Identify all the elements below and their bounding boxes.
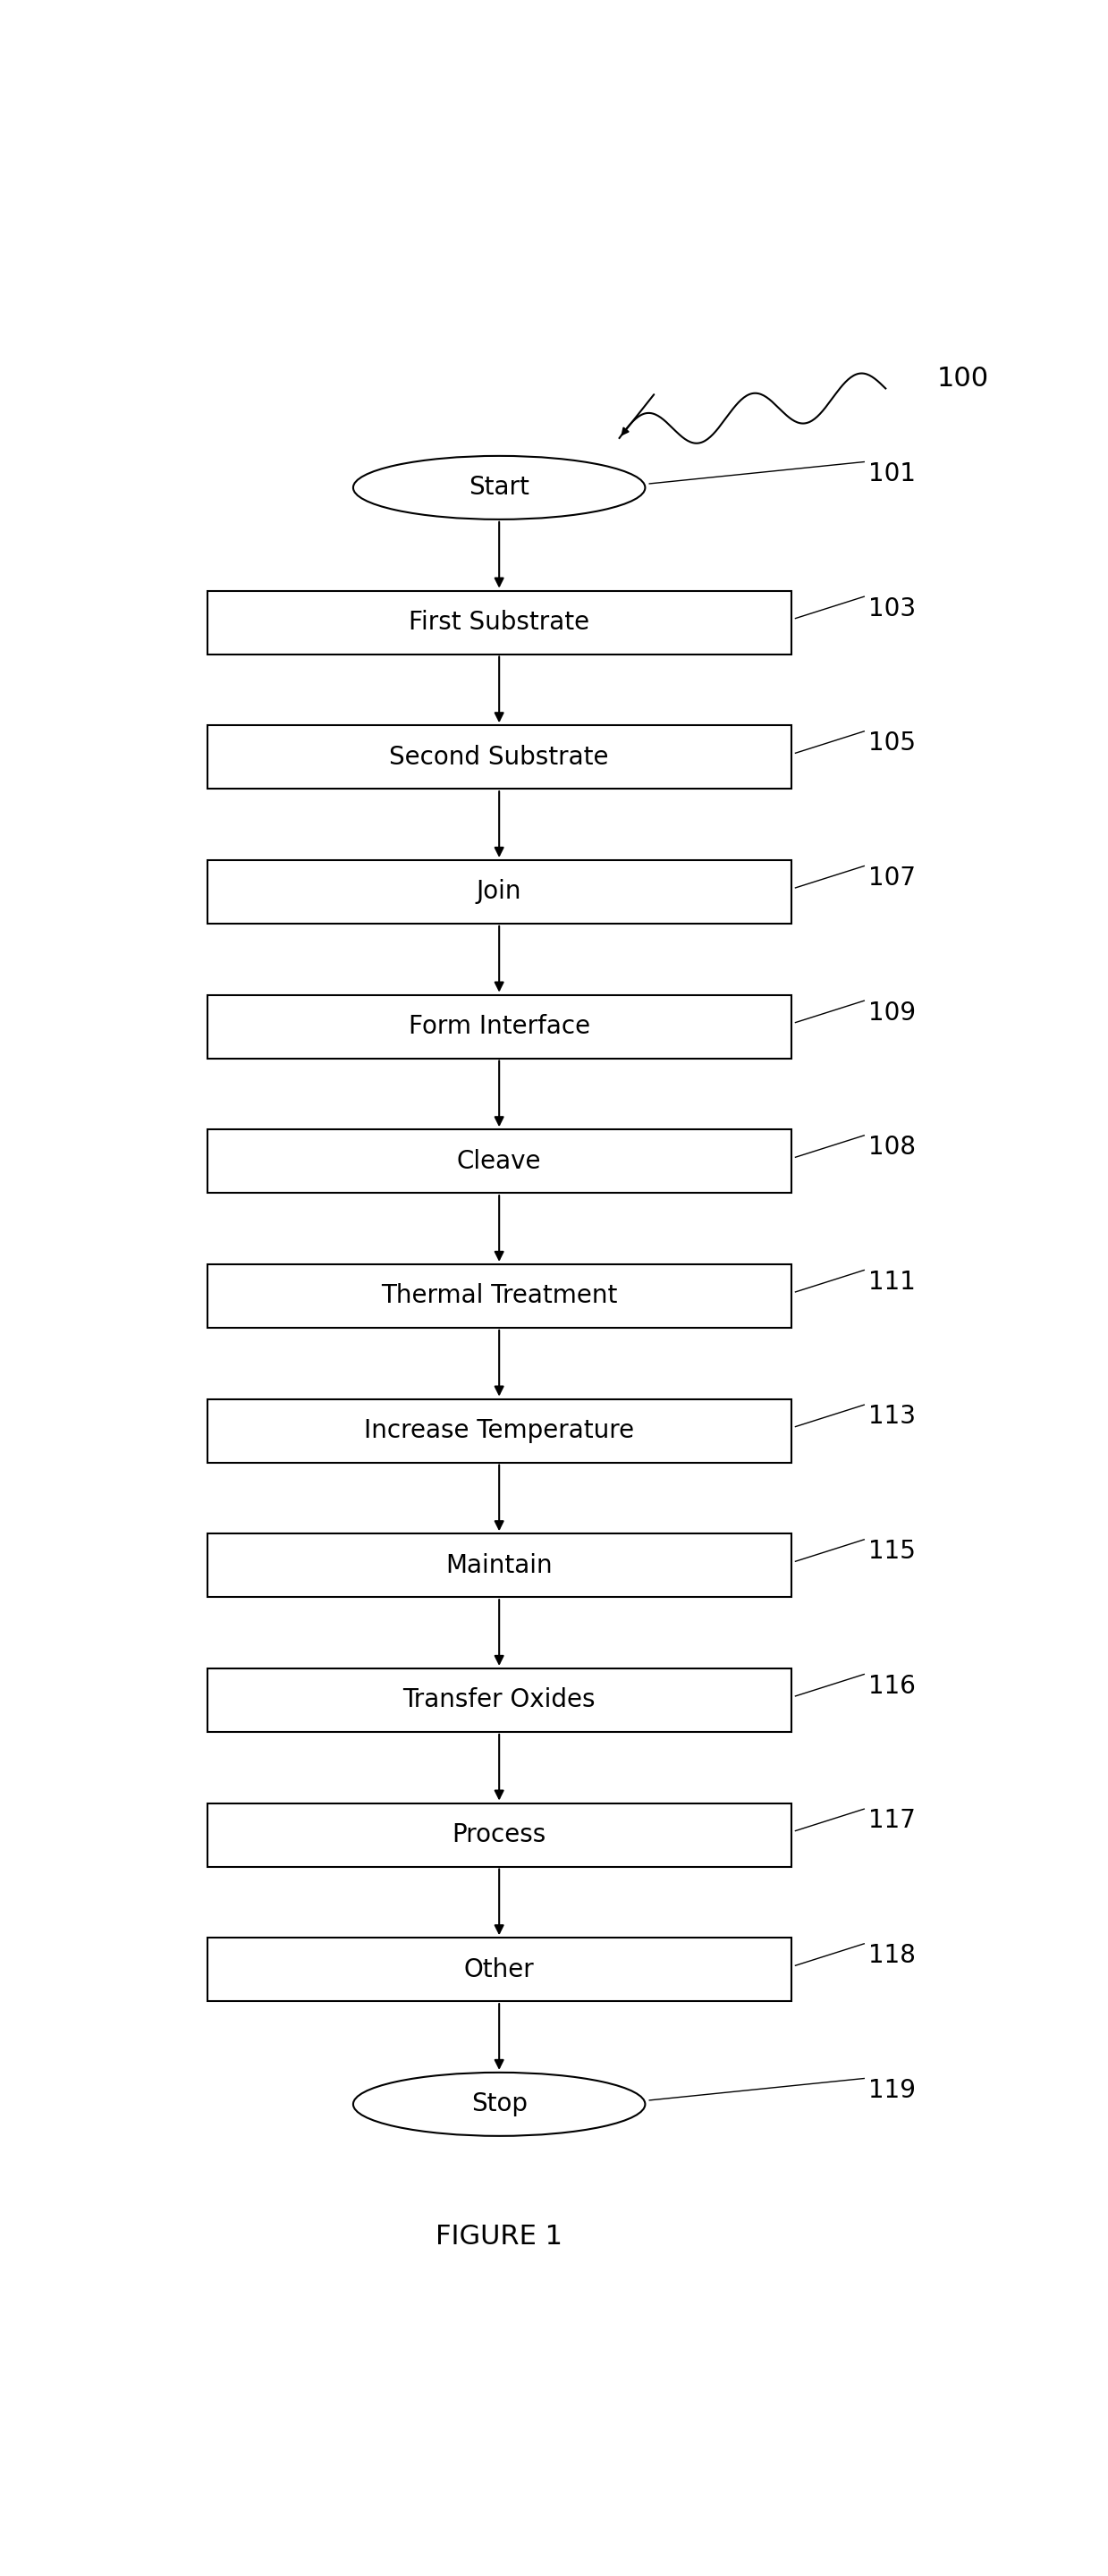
- Text: 100: 100: [937, 366, 989, 392]
- Text: Other: Other: [464, 1958, 534, 1981]
- Text: 116: 116: [869, 1674, 915, 1698]
- Text: Transfer Oxides: Transfer Oxides: [403, 1687, 595, 1713]
- Text: 101: 101: [869, 461, 916, 487]
- Text: 119: 119: [869, 2079, 916, 2102]
- FancyBboxPatch shape: [207, 1803, 791, 1868]
- FancyBboxPatch shape: [207, 1669, 791, 1731]
- Text: Start: Start: [469, 474, 530, 500]
- Text: First Substrate: First Substrate: [409, 611, 589, 634]
- FancyBboxPatch shape: [207, 1128, 791, 1193]
- Text: 115: 115: [869, 1538, 915, 1564]
- FancyBboxPatch shape: [207, 994, 791, 1059]
- Ellipse shape: [353, 2074, 645, 2136]
- Text: 117: 117: [869, 1808, 915, 1834]
- FancyBboxPatch shape: [207, 1265, 791, 1327]
- Text: Stop: Stop: [471, 2092, 527, 2117]
- FancyBboxPatch shape: [207, 860, 791, 925]
- Text: 113: 113: [869, 1404, 916, 1430]
- FancyBboxPatch shape: [207, 1399, 791, 1463]
- FancyBboxPatch shape: [207, 590, 791, 654]
- Text: 108: 108: [869, 1136, 916, 1159]
- Text: Process: Process: [452, 1821, 546, 1847]
- Text: Increase Temperature: Increase Temperature: [365, 1419, 634, 1443]
- Text: FIGURE 1: FIGURE 1: [435, 2223, 563, 2249]
- Text: 118: 118: [869, 1942, 915, 1968]
- Ellipse shape: [353, 456, 645, 520]
- Text: 109: 109: [869, 999, 916, 1025]
- FancyBboxPatch shape: [207, 1937, 791, 2002]
- Text: 111: 111: [869, 1270, 915, 1296]
- Text: Form Interface: Form Interface: [409, 1015, 589, 1038]
- Text: Maintain: Maintain: [445, 1553, 553, 1579]
- FancyBboxPatch shape: [207, 1533, 791, 1597]
- Text: Cleave: Cleave: [456, 1149, 542, 1175]
- Text: Join: Join: [476, 878, 522, 904]
- Text: Thermal Treatment: Thermal Treatment: [381, 1283, 617, 1309]
- Text: 107: 107: [869, 866, 916, 891]
- Text: Second Substrate: Second Substrate: [389, 744, 609, 770]
- Text: 105: 105: [869, 732, 916, 755]
- FancyBboxPatch shape: [207, 726, 791, 788]
- Text: 103: 103: [869, 595, 916, 621]
